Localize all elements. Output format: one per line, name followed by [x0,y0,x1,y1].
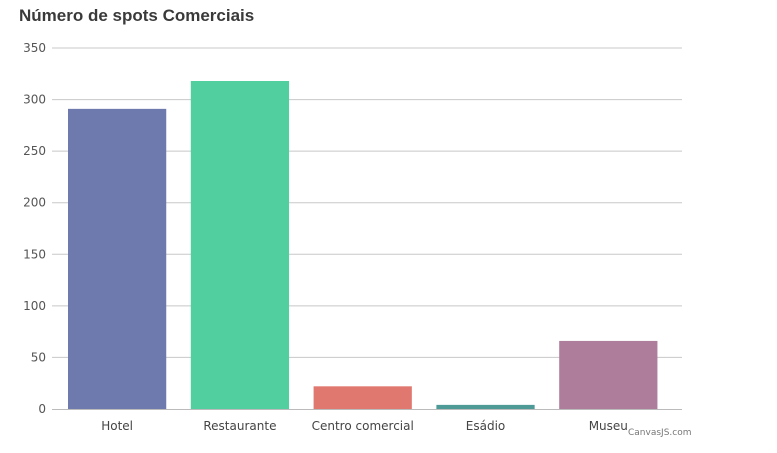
x-category-label: Restaurante [203,419,276,433]
y-tick-label: 300 [23,93,46,107]
x-category-label: Esádio [466,419,505,433]
y-tick-label: 350 [23,41,46,55]
credit-text[interactable]: CanvasJS.com [628,428,692,438]
bar-centro-comercial[interactable] [313,386,412,409]
bars [68,81,658,410]
bar-esádio[interactable] [436,404,535,409]
y-tick-label: 100 [23,299,46,313]
y-tick-label: 250 [23,144,46,158]
y-tick-label: 50 [31,350,46,364]
x-axis-labels: Hotel Restaurante Centro comercial Esádio Mu… [101,419,628,433]
x-category-label: Museu [589,419,628,433]
y-tick-label: 150 [23,247,46,261]
bar-hotel[interactable] [68,108,167,410]
y-tick-label: 0 [38,402,46,416]
chart-title: Número de spots Comerciais [19,6,255,25]
bar-restaurante[interactable] [190,81,290,410]
y-tick-label: 200 [23,196,46,210]
x-category-label: Centro comercial [312,419,414,433]
y-axis-ticks: 0 50 100 150 200 250 300 350 [23,41,46,416]
x-category-label: Hotel [101,419,133,433]
bar-museu[interactable] [559,340,658,409]
